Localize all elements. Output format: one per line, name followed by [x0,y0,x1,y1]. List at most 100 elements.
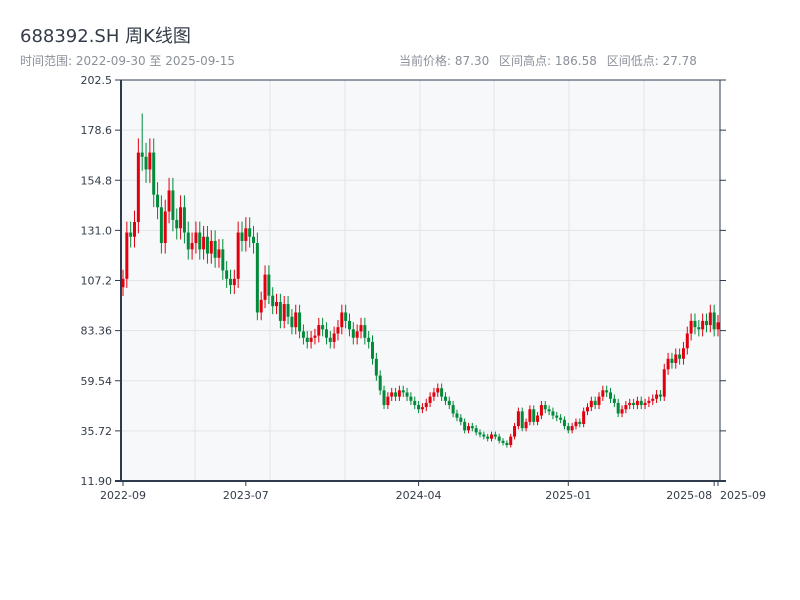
y-tick-label: 107.2 [81,275,113,288]
candle-down [493,434,497,437]
candle-up [436,388,440,393]
x-tick-label: 2025-09 [720,489,766,502]
candle-up [244,228,248,241]
x-tick-label: 2024-04 [396,489,442,502]
candle-down [704,320,708,326]
candle-down [382,390,386,406]
candle-down [639,400,643,406]
y-tick-label: 202.5 [81,74,113,87]
candle-up [701,320,705,330]
y-tick-label: 59.54 [81,375,113,388]
candle-down [175,219,179,229]
candle-up [359,325,363,332]
candle-down [562,419,566,427]
candle-down [271,295,275,307]
y-tick-label: 131.0 [81,224,113,237]
candle-up [148,152,152,170]
candle-up [647,400,651,403]
chart-title: 688392.SH 周K线图 [20,26,191,47]
candle-up [232,278,236,286]
candle-up [513,426,517,437]
candle-up [539,405,543,416]
x-tick-label: 2023-07 [223,489,269,502]
x-tick-label: 2025-01 [545,489,591,502]
candle-down [559,417,563,420]
candle-up [163,211,167,244]
candle-down [459,417,463,422]
candle-down [712,312,716,330]
y-tick-label: 154.8 [81,174,113,187]
candle-down [371,341,375,359]
candle-up [317,325,321,336]
candle-up [121,278,125,288]
candle-down [255,243,259,313]
candle-up [574,421,578,427]
candle-up [708,312,712,326]
candle-up [209,240,213,254]
candle-down [505,442,509,446]
candle-up [167,190,171,212]
candle-down [221,249,225,271]
candle-down [394,392,398,397]
candle-down [321,325,325,330]
x-tick-label: 2025-08 [666,489,712,502]
candle-down [182,207,186,233]
candle-down [566,426,570,431]
candle-down [152,152,156,195]
candle-up [432,392,436,397]
candle-down [501,440,505,443]
candle-up [643,402,647,406]
candle-up [681,348,685,359]
candle-up [202,236,206,250]
candle-up [536,415,540,422]
candle-down [670,358,674,363]
candle-down [543,405,547,410]
candle-down [451,405,455,414]
candle-down [248,228,252,237]
candle-down [305,337,309,342]
candle-down [328,337,332,342]
candle-down [213,240,217,258]
candle-up [635,400,639,406]
candle-down [225,270,229,279]
candle-down [186,232,190,250]
candle-down [344,312,348,321]
candle-down [463,421,467,431]
y-tick-label: 35.72 [81,425,113,438]
period-high: 区间高点: 186.58 [499,54,597,68]
candle-up [386,396,390,406]
candle-down [632,402,636,406]
candle-down [378,375,382,391]
candle-down [140,152,144,157]
candle-up [190,243,194,250]
candle-down [171,190,175,220]
candle-down [413,400,417,406]
candle-up [125,232,129,279]
candle-up [624,405,628,410]
candle-down [578,421,582,424]
candle-down [417,405,421,410]
candle-up [133,222,137,237]
candle-down [612,398,616,403]
candle-up [655,394,659,399]
candle-down [367,337,371,342]
x-tick-label: 2022-09 [100,489,146,502]
candle-down [697,327,701,330]
candle-up [282,304,286,321]
candle-up [466,426,470,431]
candle-down [240,232,244,241]
date-range: 时间范围: 2022-09-30 至 2025-09-15 [20,54,235,68]
candle-up [516,411,520,427]
candle-up [689,320,693,334]
candle-down [455,413,459,418]
candle-up [236,232,240,279]
y-tick-label: 178.6 [81,124,113,137]
candle-down [447,400,451,406]
candle-up [194,232,198,244]
period-low: 区间低点: 27.78 [606,54,697,68]
candle-up [509,436,513,446]
candle-up [309,337,313,342]
candle-down [156,194,160,208]
candle-down [205,236,209,254]
candle-down [198,232,202,250]
